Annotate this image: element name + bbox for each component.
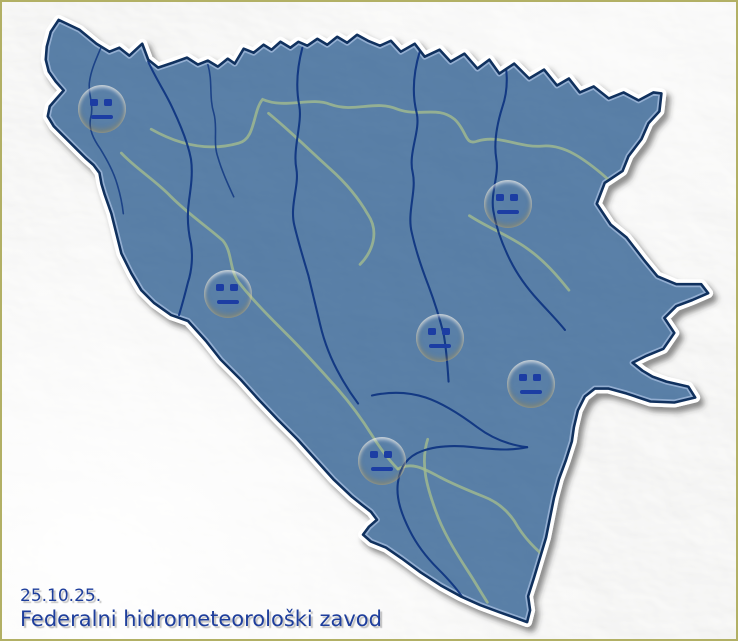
country-border (44, 18, 710, 624)
entity-boundary-north (149, 97, 636, 213)
face-right-eye (384, 450, 392, 459)
neutral-face-marker[interactable] (204, 270, 252, 318)
neutral-face-marker[interactable] (507, 360, 555, 408)
canton-boundary-east (468, 214, 571, 292)
face-mouth (371, 466, 393, 471)
river-neretva-upper (370, 391, 529, 449)
face-left-eye (370, 450, 378, 459)
river-una (88, 42, 125, 215)
neutral-face-marker[interactable] (484, 180, 532, 228)
entity-boundary-west (119, 151, 400, 471)
face-left-eye (496, 193, 504, 202)
face-right-eye (230, 283, 238, 292)
river-sana (147, 60, 193, 317)
canton-boundary-neretva (423, 437, 489, 604)
neutral-face-marker[interactable] (78, 85, 126, 133)
river-neretva (396, 444, 529, 599)
face-right-eye (104, 98, 112, 107)
face-mouth (497, 209, 519, 214)
face-mouth (520, 389, 542, 394)
face-right-eye (533, 373, 541, 382)
face-left-eye (519, 373, 527, 382)
face-right-eye (442, 327, 450, 336)
face-mouth (91, 114, 113, 119)
face-right-eye (510, 193, 518, 202)
canton-boundary-south (396, 464, 551, 562)
river-spreca (491, 46, 566, 331)
face-mouth (217, 299, 239, 304)
river-ukrina (207, 63, 235, 198)
face-left-eye (90, 98, 98, 107)
neutral-face-marker[interactable] (358, 437, 406, 485)
face-left-eye (216, 283, 224, 292)
date-label: 25.10.25. (20, 586, 102, 607)
river-vrbas (291, 46, 360, 405)
face-left-eye (428, 327, 436, 336)
canton-boundary-central (267, 111, 376, 266)
neutral-face-marker[interactable] (416, 314, 464, 362)
footer-caption: 25.10.25. Federalni hidrometeorološki za… (20, 587, 382, 631)
institute-name: Federalni hidrometeorološki zavod (20, 606, 382, 631)
face-mouth (429, 343, 451, 348)
